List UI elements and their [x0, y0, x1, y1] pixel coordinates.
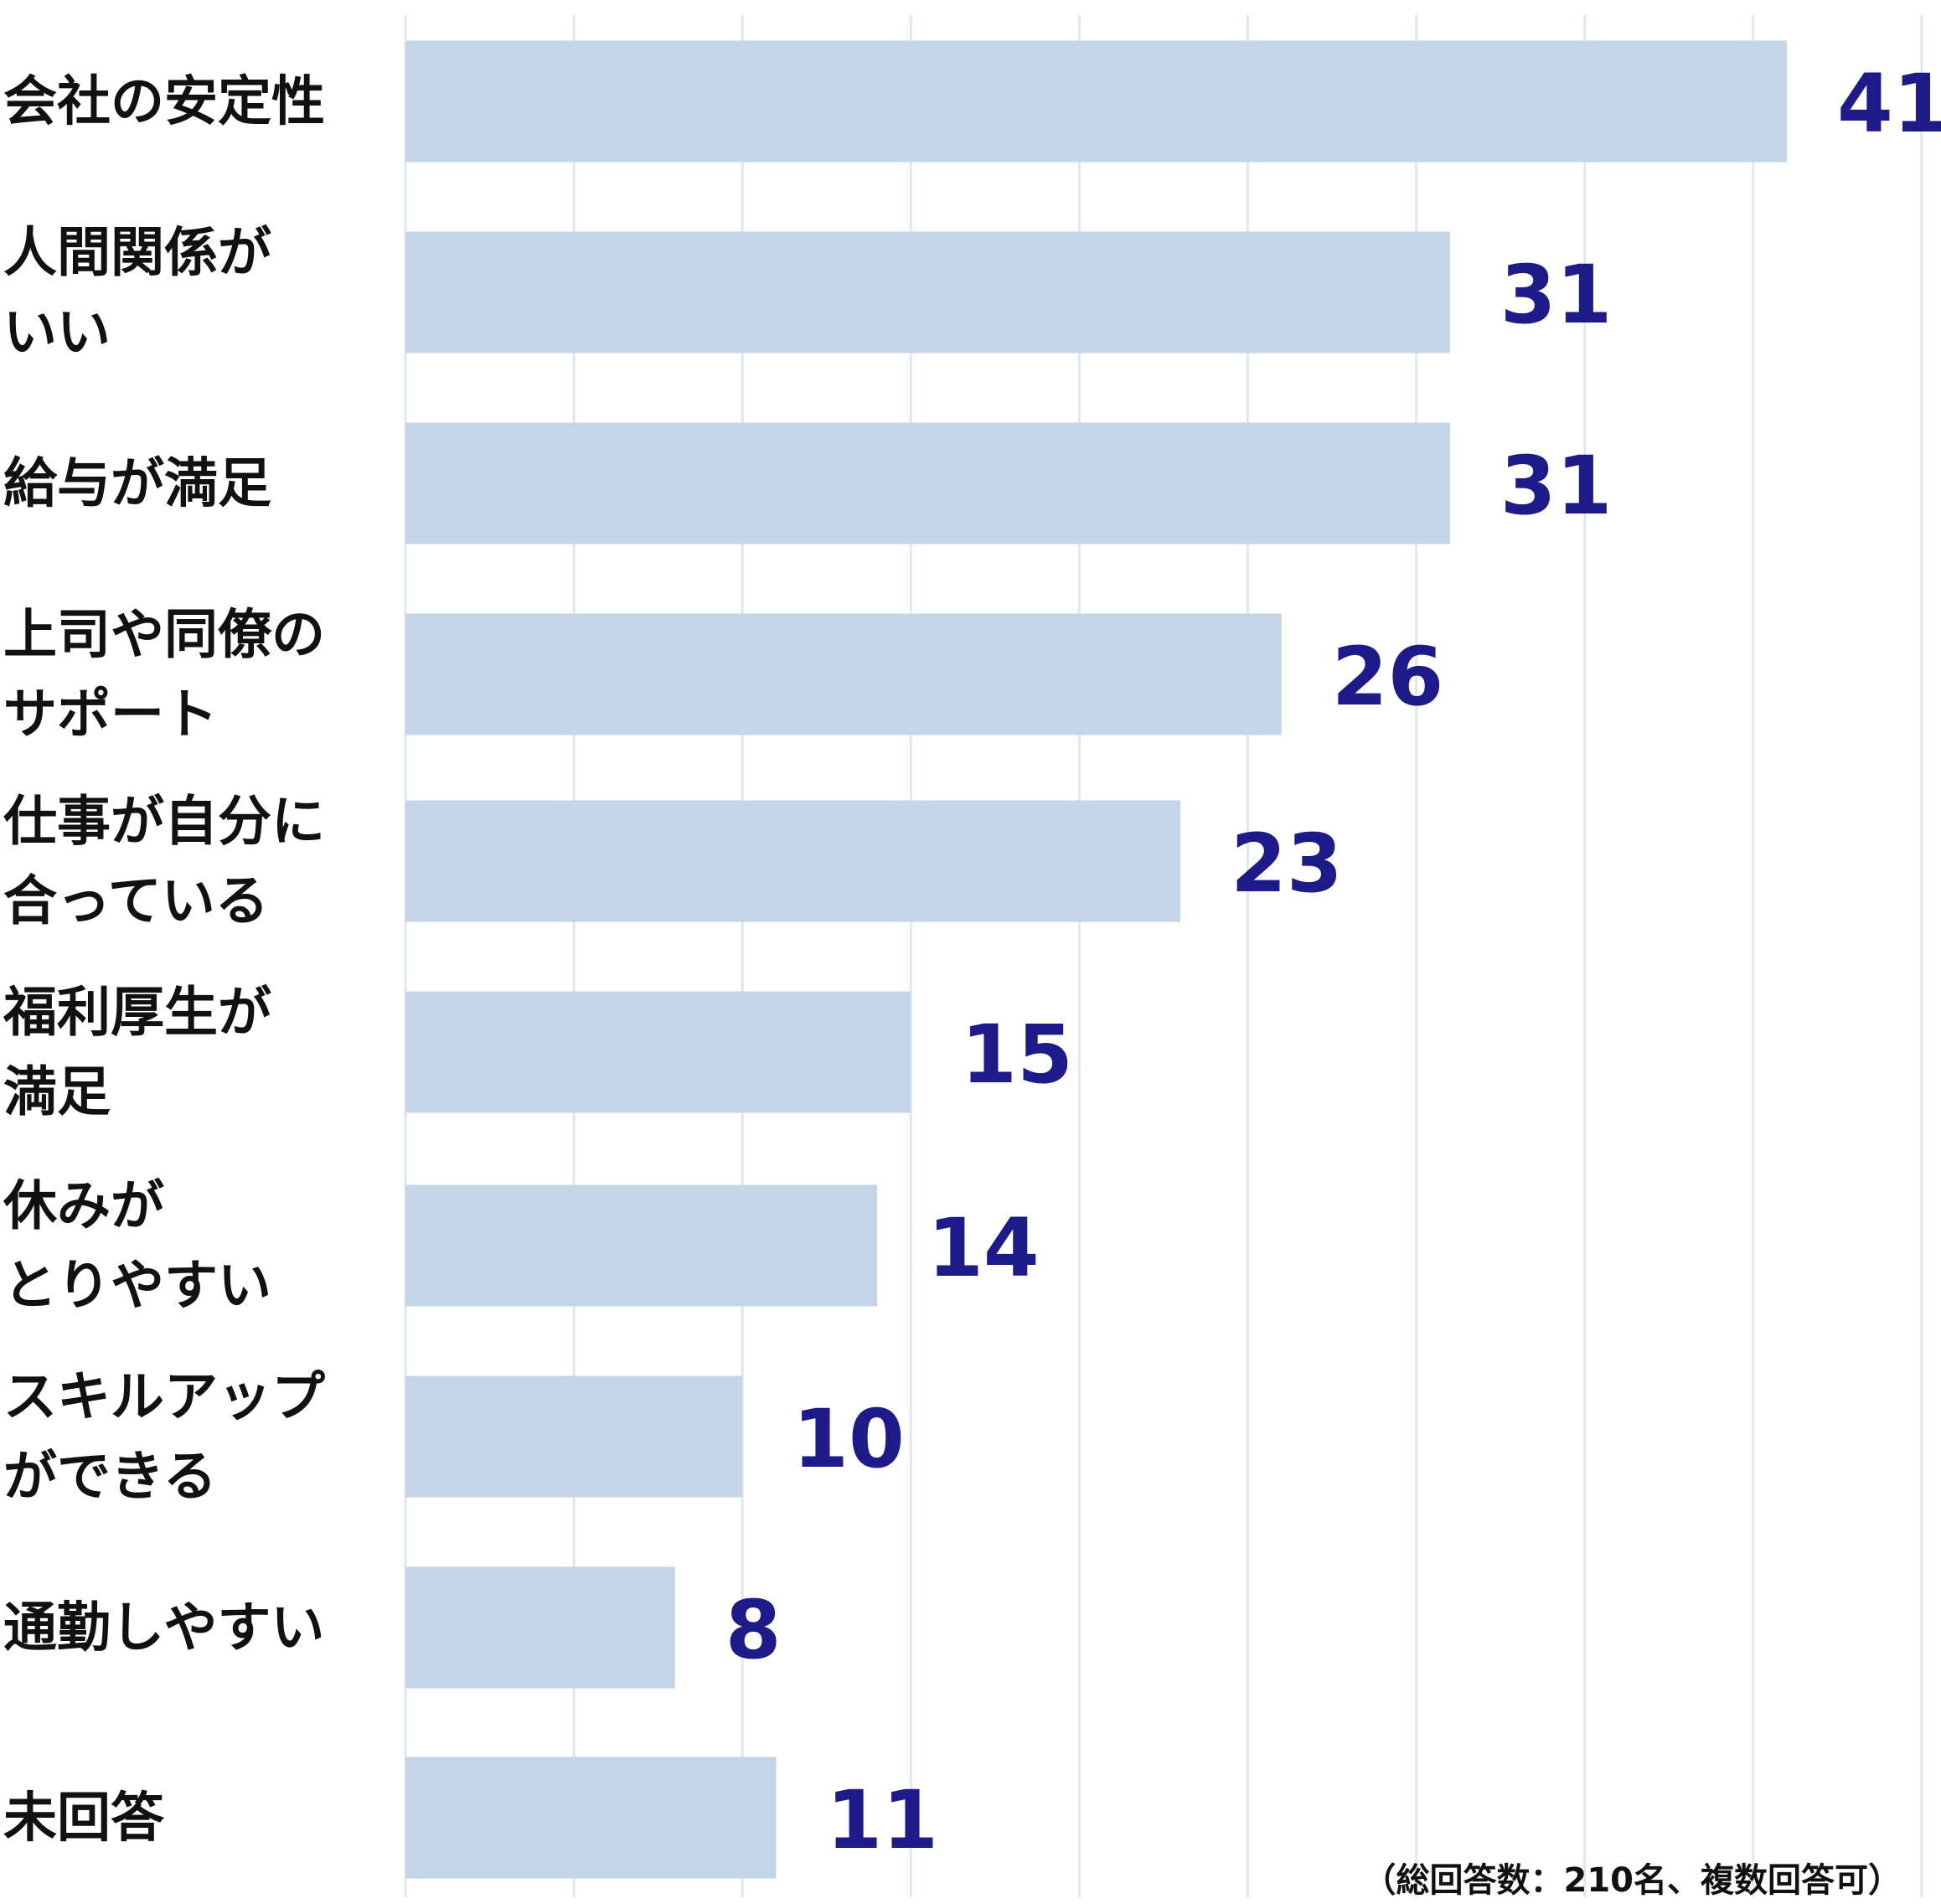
value-label: 10 — [792, 1392, 905, 1486]
category-label: 未回答 — [3, 1788, 165, 1850]
value-label: 8 — [725, 1583, 782, 1677]
bar — [405, 1375, 743, 1498]
chart-note: （総回答数：210名、複数回答可） — [1363, 1861, 1902, 1900]
value-label: 15 — [961, 1008, 1073, 1102]
bar — [405, 1184, 878, 1307]
category-label: 休みが — [3, 1176, 164, 1238]
bar — [405, 231, 1450, 353]
category-label: 会社の安定性 — [3, 71, 325, 133]
category-label: スキルアップ — [3, 1367, 325, 1429]
category-label: 福利厚生が — [3, 983, 271, 1045]
category-labels: 会社の安定性人間関係がいい給与が満足上司や同僚のサポート仕事が自分に合っている福… — [3, 71, 325, 1850]
value-label: 41 — [1837, 57, 1941, 151]
value-label: 11 — [826, 1773, 938, 1867]
category-label: 通勤しやすい — [3, 1597, 324, 1659]
value-label: 31 — [1500, 439, 1613, 533]
bar — [405, 991, 911, 1113]
bar — [405, 40, 1787, 163]
bar — [405, 1757, 777, 1879]
category-label: 人間関係が — [3, 223, 271, 285]
category-label: サポート — [3, 684, 218, 746]
bar — [405, 422, 1450, 544]
value-label: 23 — [1231, 817, 1343, 911]
category-label: 給与が満足 — [3, 453, 271, 515]
category-label: 合っている — [3, 871, 269, 933]
category-label: いい — [3, 302, 111, 364]
bars — [405, 40, 1787, 1879]
bar — [405, 1566, 675, 1689]
value-label: 26 — [1332, 630, 1444, 724]
bar — [405, 613, 1282, 735]
category-label: 上司や同僚の — [3, 605, 325, 667]
category-label: 満足 — [3, 1062, 111, 1124]
category-label: ができる — [3, 1447, 217, 1509]
category-label: 仕事が自分に — [3, 792, 325, 854]
value-label: 14 — [927, 1201, 1040, 1295]
category-label: とりやすい — [3, 1256, 271, 1318]
value-labels: 41 31 31 26 23 15 14 10 8 11 — [725, 57, 1941, 1867]
bar — [405, 800, 1181, 922]
value-label: 31 — [1500, 248, 1613, 342]
